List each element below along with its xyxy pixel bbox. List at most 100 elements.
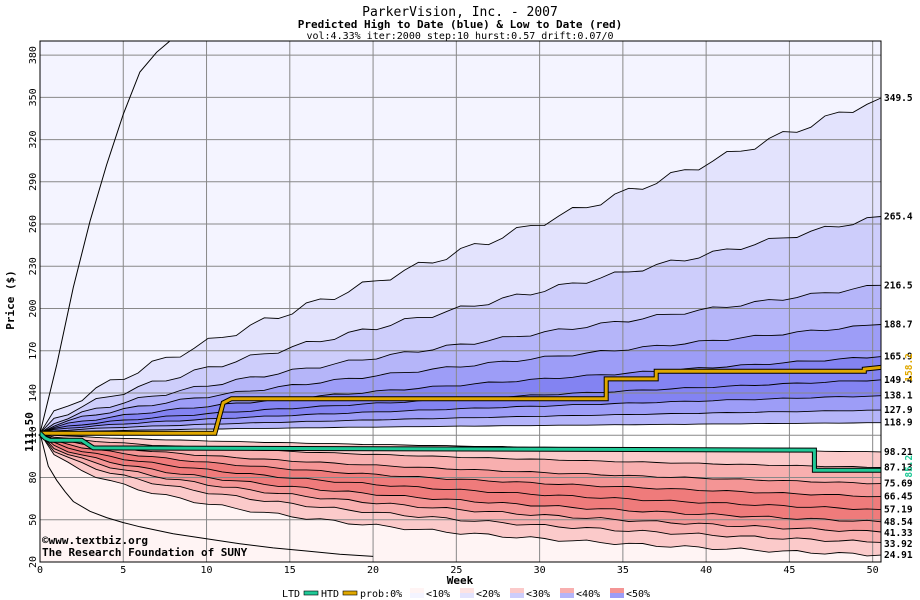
legend-swatch-blue — [510, 593, 524, 598]
band-low — [40, 433, 881, 497]
y-tick-label: 170 — [28, 342, 39, 360]
htd-end-label: 158.2 — [904, 353, 915, 382]
quantile-end-label: 118.9 — [884, 418, 913, 429]
legend-htd-swatch — [342, 590, 358, 596]
x-tick-label: 45 — [783, 565, 795, 576]
quantile-end-label: 149.4 — [884, 375, 913, 386]
quantile-line-low — [39, 432, 882, 498]
quantile-line-high — [39, 216, 882, 434]
legend-htd-label: HTD — [321, 589, 339, 600]
x-axis-label: Week — [447, 574, 474, 587]
htd-line — [40, 365, 882, 435]
extreme-line-low — [39, 433, 374, 557]
y-tick-label: 20 — [28, 556, 39, 568]
band-high — [40, 324, 881, 434]
quantile-line-high — [39, 356, 882, 434]
y-axis-label: Price ($) — [4, 270, 17, 330]
legend-swatch-red — [510, 588, 524, 593]
watermark-line1: ©www.textbiz.org — [42, 534, 148, 547]
quantile-end-label: 57.19 — [884, 505, 913, 516]
legend-swatch-blue — [410, 593, 424, 598]
band-low — [40, 433, 881, 532]
ltd-end-label: 85.2 — [904, 455, 915, 478]
y-tick-label: 380 — [28, 46, 39, 64]
x-axis-ticks: 0 5 10 15 20 25 30 35 40 45 50 — [37, 565, 879, 576]
legend-swatch-blue — [460, 593, 474, 598]
legend-swatch-red — [560, 588, 574, 593]
y-tick-label: 50 — [28, 514, 39, 526]
x-tick-label: 5 — [120, 565, 126, 576]
quantile-end-label: 138.1 — [884, 391, 913, 402]
quantile-end-label: 349.5 — [884, 93, 913, 104]
band-high-outer — [40, 41, 881, 434]
y-tick-label: 290 — [28, 173, 39, 191]
quantile-end-label: 33.92 — [884, 539, 913, 550]
extreme-line-high — [39, 40, 171, 434]
y-tick-label: 140 — [28, 384, 39, 402]
quantile-line-low — [39, 432, 882, 511]
chart-title: ParkerVision, Inc. - 2007 — [362, 5, 558, 20]
quantile-line-high — [39, 409, 882, 434]
chart-subtitle: Predicted High to Date (blue) & Low to D… — [298, 18, 623, 31]
quantile-line-high — [39, 422, 881, 434]
quantile-line-low — [39, 432, 882, 543]
x-tick-label: 20 — [367, 565, 379, 576]
band-low — [40, 433, 881, 484]
quantile-line-high — [39, 395, 882, 434]
start-price-label: 111.50 — [23, 412, 36, 452]
x-tick-label: 25 — [450, 565, 462, 576]
legend-ltd-label: LTD — [282, 589, 300, 600]
legend-swatch-red — [460, 588, 474, 593]
quantile-end-label: 41.33 — [884, 528, 913, 539]
band-low — [40, 433, 881, 522]
legend-swatch-blue — [560, 593, 574, 598]
quantile-end-label: 75.69 — [884, 479, 913, 490]
y-tick-label: 350 — [28, 88, 39, 106]
legend-swatch-red — [610, 588, 624, 593]
legend-swatch-blue — [610, 593, 624, 598]
quantile-line-high — [39, 324, 882, 434]
band-high — [40, 356, 881, 434]
legend-ltd-swatch — [303, 590, 319, 596]
y-axis-ticks: 20 50 80 110 140 170 200 230 260 290 320 350 380 — [28, 46, 39, 568]
band-high — [40, 410, 881, 434]
x-tick-label: 50 — [867, 565, 879, 576]
y-tick-label: 200 — [28, 300, 39, 318]
band-low — [40, 433, 881, 510]
band-high — [40, 395, 881, 434]
plot-frame — [39, 40, 882, 563]
quantile-end-label: 98.21 — [884, 447, 913, 458]
quantile-line-high — [39, 284, 882, 434]
legend-swatch-red — [410, 588, 424, 593]
legend-prob-item: <50% — [626, 589, 650, 600]
band-high — [40, 216, 881, 434]
quantile-end-label: 165.9 — [884, 352, 913, 363]
legend-prob-item: <40% — [576, 589, 600, 600]
quantile-end-label: 127.9 — [884, 405, 913, 416]
legend-prob-item: <20% — [476, 589, 500, 600]
band-high — [40, 285, 881, 434]
x-tick-label: 0 — [37, 565, 43, 576]
series-lines — [38, 364, 882, 473]
x-tick-label: 15 — [284, 565, 296, 576]
quantile-end-label: 216.5 — [884, 280, 913, 291]
quantile-end-label: 66.45 — [884, 492, 913, 503]
band-center — [40, 422, 881, 452]
band-low-outer — [40, 433, 881, 562]
y-tick-label: 260 — [28, 215, 39, 233]
x-tick-label: 10 — [201, 565, 213, 576]
quantile-end-label: 24.91 — [884, 550, 913, 561]
quantile-end-label: 48.54 — [884, 517, 913, 528]
legend: LTD HTD prob:0% <10% <20% <30% <40% <50% — [282, 588, 650, 600]
ltd-line — [38, 432, 881, 472]
x-tick-label: 35 — [617, 565, 629, 576]
y-tick-label: 230 — [28, 257, 39, 275]
quantile-line-low — [39, 432, 882, 533]
x-tick-label: 40 — [700, 565, 712, 576]
quantile-line-low — [39, 432, 882, 485]
quantile-line-low — [39, 432, 882, 523]
quantile-end-label: 87.13 — [884, 462, 913, 473]
x-tick-label: 30 — [534, 565, 546, 576]
watermark-line2: The Research Foundation of SUNY — [42, 546, 248, 559]
